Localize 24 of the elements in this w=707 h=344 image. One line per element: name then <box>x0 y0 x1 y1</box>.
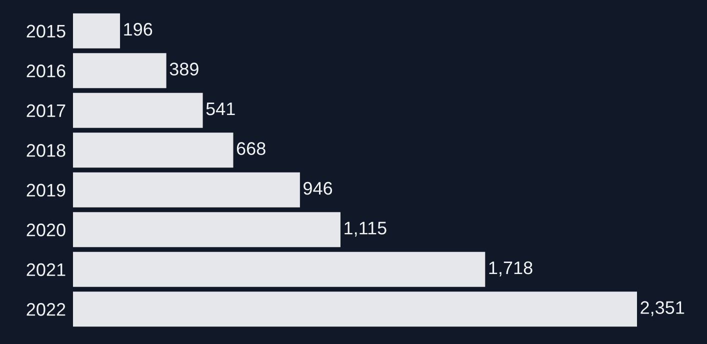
bar <box>73 252 486 287</box>
data-label: 2,351 <box>640 301 684 316</box>
y-tick-label: 2020 <box>26 224 66 236</box>
y-tick-label: 2021 <box>26 263 66 276</box>
bar <box>73 212 340 248</box>
y-tick-label: 2017 <box>26 104 66 118</box>
y-tick-label: 2018 <box>26 144 66 157</box>
bar <box>73 292 637 327</box>
y-tick-label: 2019 <box>26 184 66 197</box>
bar <box>73 92 203 128</box>
bar <box>73 132 234 168</box>
data-label: 1,115 <box>344 222 386 237</box>
bar <box>73 53 166 88</box>
data-label: 1,718 <box>489 261 532 276</box>
y-tick-label: 2015 <box>26 24 66 38</box>
y-tick-label: 2022 <box>26 303 66 316</box>
data-label: 196 <box>124 22 152 36</box>
y-tick-label: 2016 <box>26 64 66 78</box>
data-label: 668 <box>236 142 266 155</box>
bar <box>73 172 300 208</box>
data-label: 389 <box>170 62 198 76</box>
data-label: 541 <box>206 102 235 116</box>
data-label: 946 <box>304 182 332 195</box>
bar <box>73 13 120 48</box>
